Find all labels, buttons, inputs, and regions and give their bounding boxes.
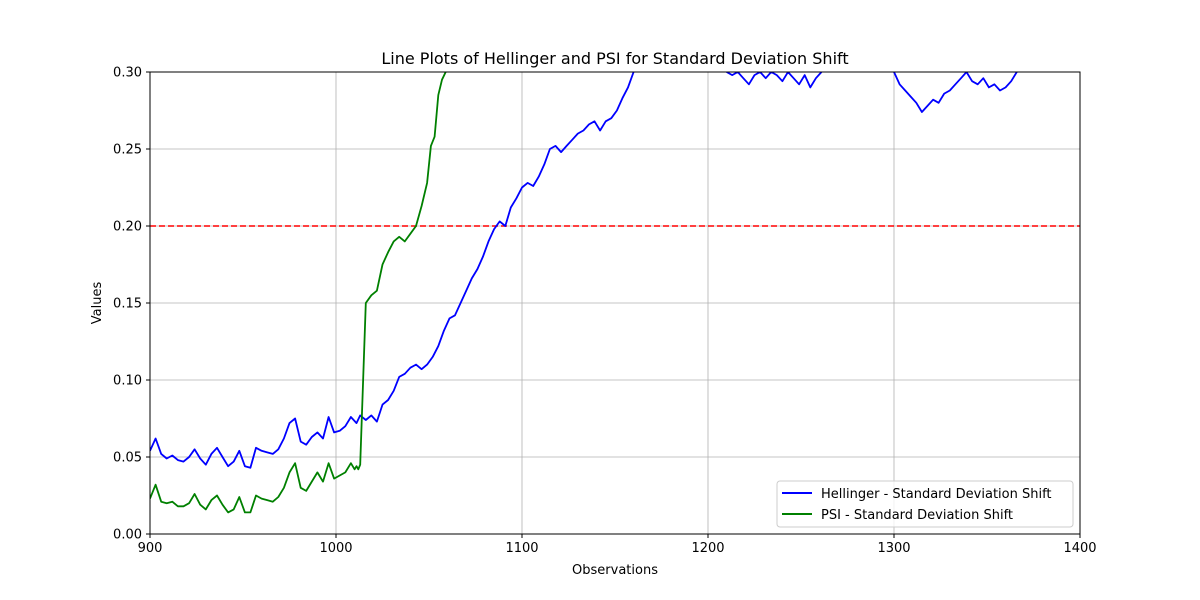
series-group bbox=[150, 72, 1018, 514]
y-tick-label-1: 0.05 bbox=[113, 451, 142, 466]
x-tick-label-5: 1400 bbox=[1063, 541, 1096, 556]
x-tick-label-0: 900 bbox=[138, 541, 163, 556]
series-line-1-segment-0 bbox=[150, 72, 447, 514]
series-line-0-segment-1 bbox=[726, 72, 823, 89]
x-tick-label-1: 1000 bbox=[319, 541, 352, 556]
y-tick-label-5: 0.25 bbox=[113, 143, 142, 158]
ticks: 900 1000 1100 1200 1300 1400 0.00 0.05 0.10 0.15 0… bbox=[113, 66, 1097, 557]
series-line-0-segment-0 bbox=[150, 72, 635, 469]
series-line-0-segment-2 bbox=[893, 72, 1018, 113]
x-tick-label-4: 1300 bbox=[877, 541, 910, 556]
x-tick-label-2: 1100 bbox=[505, 541, 538, 556]
chart-title: Line Plots of Hellinger and PSI for Stan… bbox=[381, 49, 848, 68]
legend-label-psi: PSI - Standard Deviation Shift bbox=[821, 508, 1013, 523]
legend: Hellinger - Standard Deviation Shift PSI… bbox=[776, 480, 1074, 528]
y-tick-label-6: 0.30 bbox=[113, 66, 142, 81]
y-tick-label-0: 0.00 bbox=[113, 528, 142, 543]
x-axis-label: Observations bbox=[572, 563, 658, 578]
y-tick-label-4: 0.20 bbox=[113, 220, 142, 235]
y-tick-label-3: 0.15 bbox=[113, 297, 142, 312]
legend-box bbox=[776, 480, 1074, 528]
y-axis-label: Values bbox=[90, 282, 105, 325]
y-tick-label-2: 0.10 bbox=[113, 374, 142, 389]
legend-label-hellinger: Hellinger - Standard Deviation Shift bbox=[821, 487, 1052, 502]
grid bbox=[149, 71, 1081, 535]
x-tick-label-3: 1200 bbox=[691, 541, 724, 556]
